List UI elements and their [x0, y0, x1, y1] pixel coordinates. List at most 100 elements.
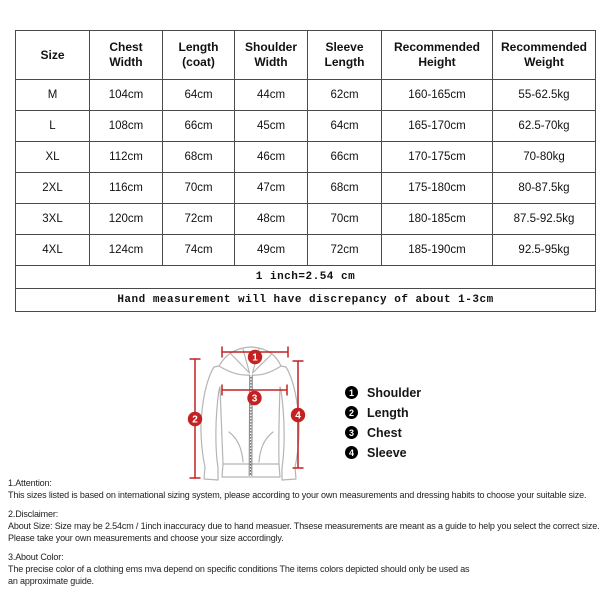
- size-cell: 4XL: [15, 234, 90, 266]
- inch-conversion-note: 1 inch=2.54 cm: [15, 265, 596, 289]
- header-recommended-weight: Recommended Weight: [492, 30, 596, 80]
- footnote-about-color: 3.About Color: The precise color of a cl…: [8, 551, 598, 587]
- measurement-cell: 48cm: [234, 203, 308, 235]
- measure-lines: [189, 346, 304, 479]
- number-4-circle-icon: 4: [345, 446, 358, 459]
- footnote-about-color-text-2: an approximate guide.: [8, 576, 94, 586]
- hoodie-outline: [200, 346, 300, 481]
- note-row-discrepancy: Hand measurement will have discrepancy o…: [15, 288, 596, 312]
- header-length-coat: Length (coat): [162, 30, 235, 80]
- measurement-cell: 70cm: [162, 172, 235, 204]
- measurement-cell: 74cm: [162, 234, 235, 266]
- legend-label-sleeve: Sleeve: [367, 445, 407, 460]
- size-cell: L: [15, 110, 90, 142]
- marker-3-circle: [247, 390, 262, 406]
- footnotes: 1.Attention: This sizes listed is based …: [8, 477, 600, 594]
- measurement-cell: 45cm: [234, 110, 308, 142]
- measurement-cell: 87.5-92.5kg: [492, 203, 596, 235]
- measurement-cell: 68cm: [162, 141, 235, 173]
- marker-4-circle: [290, 407, 306, 423]
- footnote-attention-text: This sizes listed is based on internatio…: [8, 490, 587, 500]
- measurement-cell: 47cm: [234, 172, 308, 204]
- measurement-discrepancy-note: Hand measurement will have discrepancy o…: [15, 288, 596, 312]
- marker-3-number: 3: [252, 394, 258, 405]
- measurement-cell: 116cm: [89, 172, 163, 204]
- size-table-row: M 104cm 64cm 44cm 62cm 160-165cm 55-62.5kg: [15, 79, 596, 111]
- footnote-disclaimer: 2.Disclaimer: About Size: Size may be 2.…: [8, 508, 600, 544]
- legend-label-chest: Chest: [367, 425, 402, 440]
- header-sleeve-length: Sleeve Length: [307, 30, 382, 80]
- measurement-cell: 55-62.5kg: [492, 79, 596, 111]
- size-table-body: M 104cm 64cm 44cm 62cm 160-165cm 55-62.5kg L 108…: [15, 79, 596, 266]
- measurement-cell: 108cm: [89, 110, 163, 142]
- size-table-header: Size Chest Width Length (coat) Shoulder …: [15, 30, 596, 80]
- header-recommended-height: Recommended Height: [381, 30, 493, 80]
- size-cell: 2XL: [15, 172, 90, 204]
- number-2-circle-icon: 2: [345, 406, 358, 419]
- size-table-row: 4XL 124cm 74cm 49cm 72cm 185-190cm 92.5-95kg: [15, 234, 596, 266]
- marker-2-circle: [187, 411, 203, 427]
- measurement-cell: 66cm: [162, 110, 235, 142]
- measurement-cell: 64cm: [162, 79, 235, 111]
- measurement-cell: 49cm: [234, 234, 308, 266]
- measure-markers: 1 2 3 4: [187, 349, 306, 427]
- footnote-disclaimer-text-2: Please take your own measurements and ch…: [8, 533, 284, 543]
- marker-1-number: 1: [252, 353, 258, 364]
- marker-4-number: 4: [295, 411, 301, 422]
- measurement-cell: 68cm: [307, 172, 382, 204]
- measurement-cell: 180-185cm: [381, 203, 493, 235]
- measurement-cell: 64cm: [307, 110, 382, 142]
- footnote-about-color-title: 3.About Color:: [8, 552, 64, 562]
- measurement-cell: 80-87.5kg: [492, 172, 596, 204]
- note-row-inch: 1 inch=2.54 cm: [15, 265, 596, 289]
- footnote-disclaimer-title: 2.Disclaimer:: [8, 509, 59, 519]
- header-chest-width: Chest Width: [89, 30, 163, 80]
- hoodie-measurement-diagram: 1 2 3 4: [187, 346, 306, 481]
- footnote-disclaimer-text-1: About Size: Size may be 2.54cm / 1inch i…: [8, 521, 600, 531]
- measurement-cell: 120cm: [89, 203, 163, 235]
- measurement-legend: 1 Shoulder 2 Length 3 Chest 4 Sleeve: [345, 383, 421, 463]
- number-3-circle-icon: 3: [345, 426, 358, 439]
- measurement-cell: 185-190cm: [381, 234, 493, 266]
- measurement-cell: 124cm: [89, 234, 163, 266]
- measurement-cell: 104cm: [89, 79, 163, 111]
- size-cell: 3XL: [15, 203, 90, 235]
- chest-measure-line: [221, 384, 288, 396]
- measurement-cell: 170-175cm: [381, 141, 493, 173]
- measurement-cell: 160-165cm: [381, 79, 493, 111]
- header-shoulder-width: Shoulder Width: [234, 30, 308, 80]
- footnote-attention: 1.Attention: This sizes listed is based …: [8, 477, 598, 501]
- legend-item-sleeve: 4 Sleeve: [345, 443, 421, 462]
- legend-label-shoulder: Shoulder: [367, 385, 422, 400]
- measurement-cell: 62.5-70kg: [492, 110, 596, 142]
- size-table: Size Chest Width Length (coat) Shoulder …: [15, 30, 596, 312]
- legend-item-chest: 3 Chest: [345, 423, 421, 442]
- size-table-row: 2XL 116cm 70cm 47cm 68cm 175-180cm 80-87.5kg: [15, 172, 596, 204]
- size-table-row: XL 112cm 68cm 46cm 66cm 170-175cm 70-80kg: [15, 141, 596, 173]
- number-1-circle-icon: 1: [345, 386, 358, 399]
- legend-item-length: 2 Length: [345, 403, 421, 422]
- legend-item-shoulder: 1 Shoulder: [345, 383, 421, 402]
- marker-1-circle: [247, 349, 263, 365]
- size-cell: M: [15, 79, 90, 111]
- measurement-cell: 44cm: [234, 79, 308, 111]
- table-header-row: Size Chest Width Length (coat) Shoulder …: [15, 30, 596, 80]
- measurement-cell: 175-180cm: [381, 172, 493, 204]
- measurement-cell: 165-170cm: [381, 110, 493, 142]
- measurement-cell: 112cm: [89, 141, 163, 173]
- size-table-row: 3XL 120cm 72cm 48cm 70cm 180-185cm 87.5-92.5kg: [15, 203, 596, 235]
- size-table-notes: 1 inch=2.54 cm Hand measurement will hav…: [15, 265, 596, 312]
- size-table-row: L 108cm 66cm 45cm 64cm 165-170cm 62.5-70kg: [15, 110, 596, 142]
- footnote-attention-title: 1.Attention:: [8, 478, 52, 488]
- header-size: Size: [15, 30, 90, 80]
- measurement-cell: 66cm: [307, 141, 382, 173]
- measurement-cell: 72cm: [307, 234, 382, 266]
- measurement-cell: 70-80kg: [492, 141, 596, 173]
- size-cell: XL: [15, 141, 90, 173]
- measurement-cell: 70cm: [307, 203, 382, 235]
- legend-label-length: Length: [367, 405, 409, 420]
- measurement-cell: 46cm: [234, 141, 308, 173]
- marker-2-number: 2: [192, 415, 198, 426]
- footnote-about-color-text-1: The precise color of a clothing ems mva …: [8, 564, 470, 574]
- measurement-cell: 62cm: [307, 79, 382, 111]
